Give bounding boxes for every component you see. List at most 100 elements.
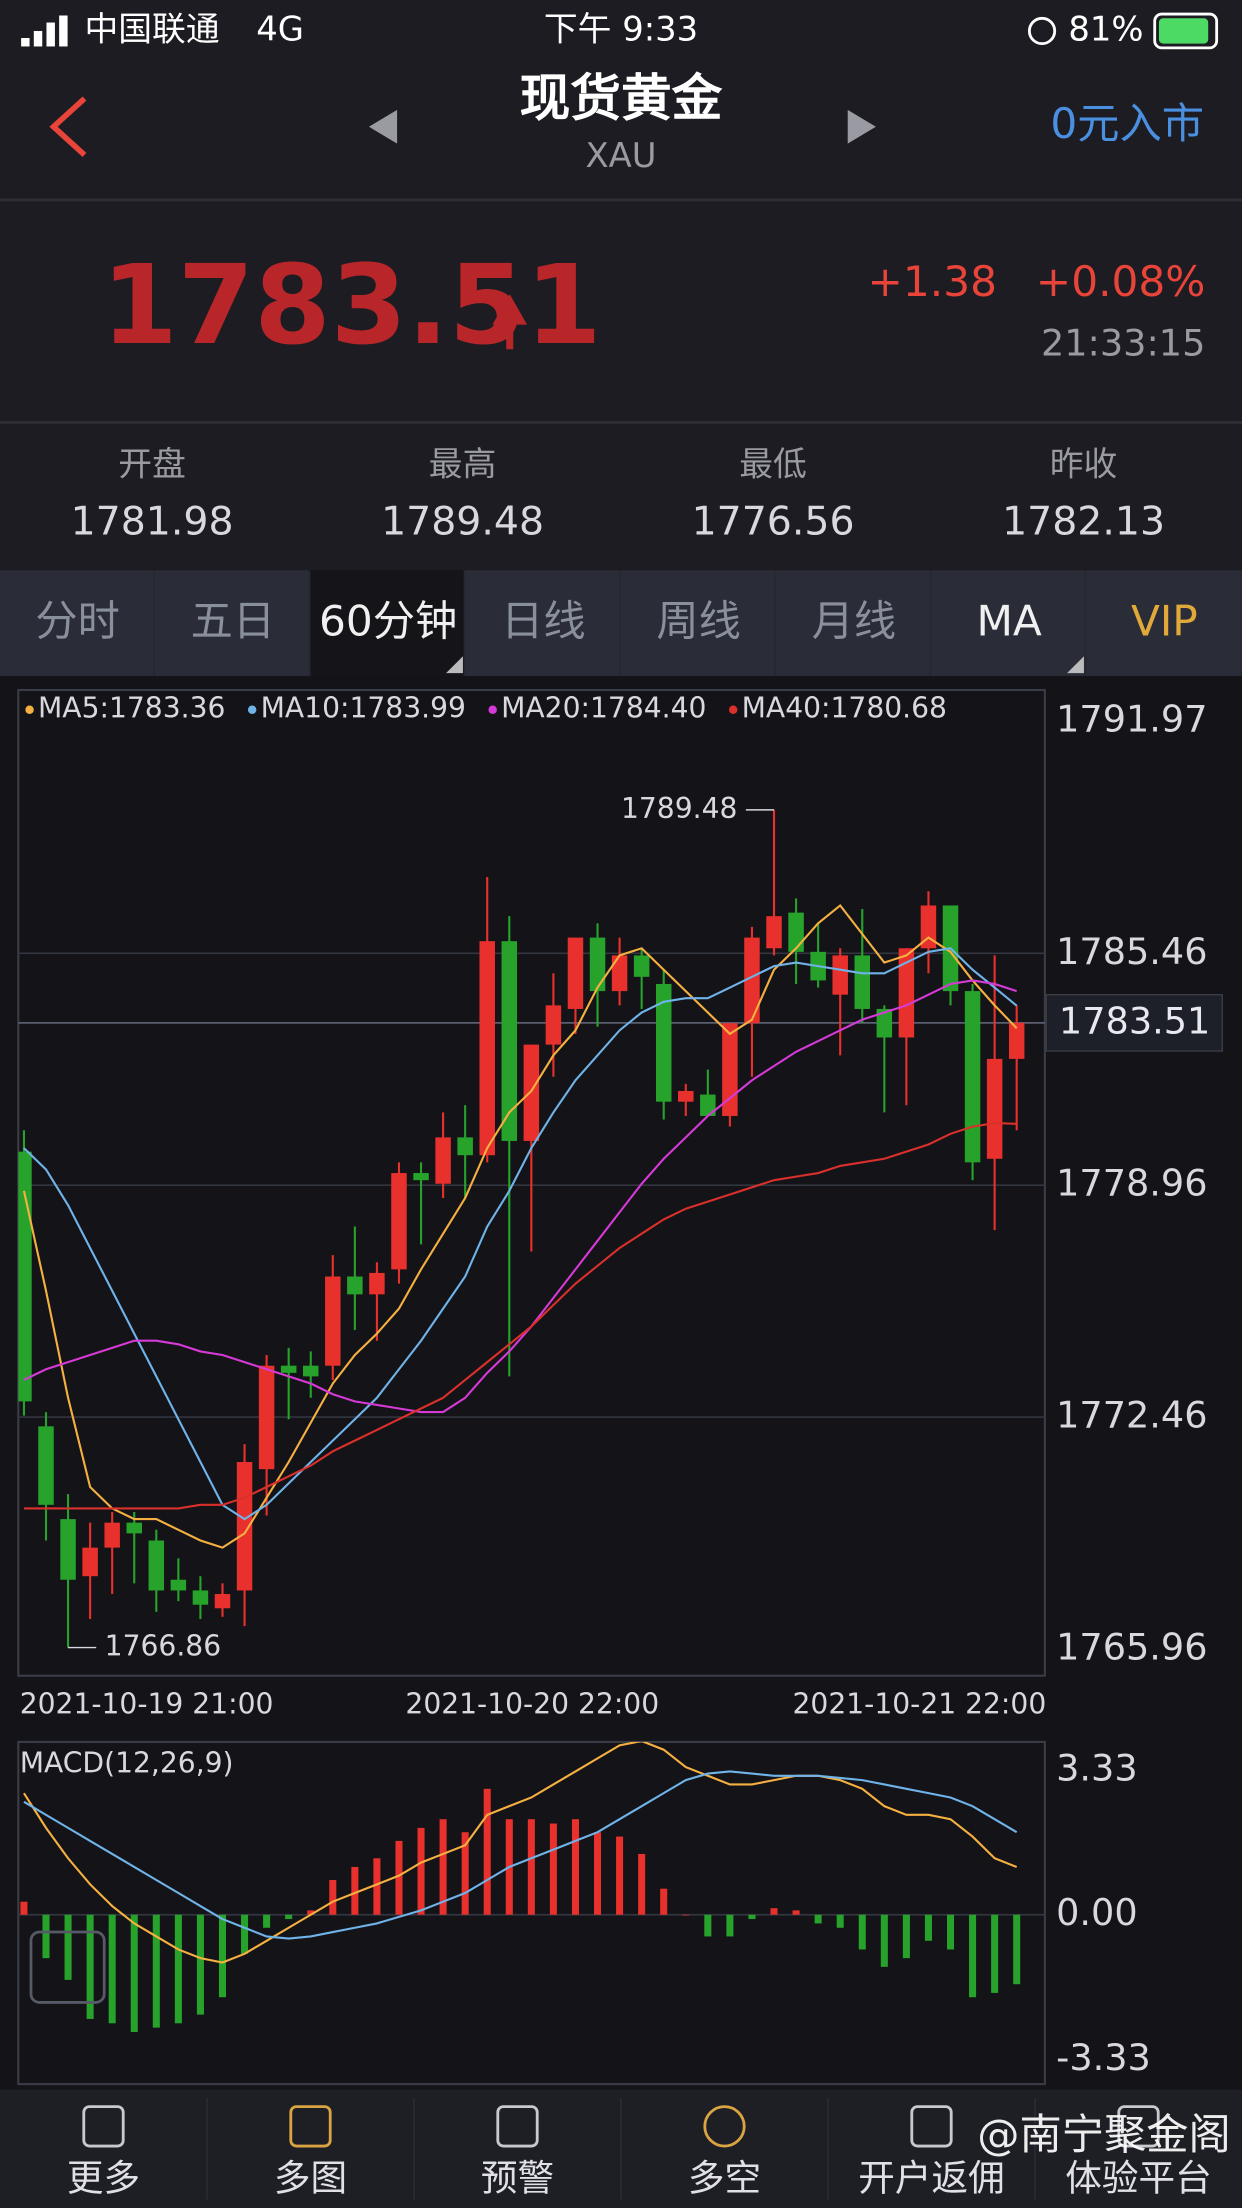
y-tick-label: 0.00 xyxy=(1056,1891,1138,1934)
y-tick-label: 1785.46 xyxy=(1056,930,1207,973)
tab-corner xyxy=(1067,656,1084,674)
legend-label: MA10:1783.99 xyxy=(261,692,466,725)
macd-bar xyxy=(461,1832,469,1915)
macd-bar xyxy=(373,1858,381,1915)
x-label: 2021-10-19 21:00 xyxy=(20,1687,274,1720)
macd-bar xyxy=(86,1914,94,2019)
y-tick-label: 3.33 xyxy=(1056,1747,1138,1790)
tab-label[interactable]: 月线 xyxy=(812,596,896,645)
candle-body xyxy=(38,1426,54,1505)
carrier: 中国联通 xyxy=(84,9,219,48)
candle-body xyxy=(391,1173,407,1270)
nav-icon[interactable] xyxy=(703,2105,746,2148)
up-arrow xyxy=(492,294,528,350)
tab-label[interactable]: 60分钟 xyxy=(319,596,457,645)
tab-label[interactable]: MA xyxy=(976,596,1041,645)
macd-bar xyxy=(682,1914,690,1916)
candle-body xyxy=(898,948,915,1038)
y-tick-label: 1791.97 xyxy=(1056,698,1207,741)
battery-level: 81% xyxy=(1068,9,1143,48)
tab[interactable] xyxy=(1086,570,1240,676)
macd-bar xyxy=(395,1840,403,1915)
battery-icon xyxy=(1153,12,1219,50)
candle-body xyxy=(523,1044,540,1141)
back-button[interactable] xyxy=(49,96,87,157)
signal-icon xyxy=(21,15,68,47)
stat-value: 1781.98 xyxy=(71,498,234,544)
tab-label[interactable]: 分时 xyxy=(35,596,119,645)
nav-label[interactable]: 多空 xyxy=(688,2156,761,2199)
nav-label[interactable]: 预警 xyxy=(481,2156,554,2199)
tab[interactable] xyxy=(776,570,930,676)
price: 1783.51 xyxy=(101,241,601,369)
macd-bar xyxy=(329,1879,337,1915)
candle-body xyxy=(435,1137,451,1184)
y-tick-label: 1765.96 xyxy=(1056,1625,1207,1668)
macd-bar xyxy=(527,1819,535,1915)
candle-body xyxy=(788,912,804,952)
candle-body xyxy=(369,1272,385,1295)
candle-body xyxy=(302,1365,319,1377)
nav-label[interactable]: 多图 xyxy=(274,2156,347,2199)
macd-bar xyxy=(483,1788,491,1915)
macd-bar xyxy=(439,1819,447,1915)
nav-icon[interactable] xyxy=(496,2105,539,2148)
macd-bar xyxy=(748,1914,756,1920)
candle-body xyxy=(258,1365,275,1470)
candle-body xyxy=(545,1005,562,1045)
y-tick-label: -3.33 xyxy=(1056,2036,1151,2079)
candle-body xyxy=(82,1547,98,1577)
tab[interactable] xyxy=(621,570,775,676)
macd-bar xyxy=(858,1914,866,1950)
tab[interactable] xyxy=(465,570,619,676)
macd-frame xyxy=(17,1740,1046,2086)
stat-label: 最高 xyxy=(429,445,497,484)
price-plot xyxy=(18,809,1025,1648)
macd-bar xyxy=(616,1836,624,1915)
tab[interactable] xyxy=(310,570,464,676)
clock: 下午 9:33 xyxy=(544,9,698,48)
nav-label[interactable]: 开户返佣 xyxy=(858,2156,1004,2199)
nav-label[interactable]: 体验平台 xyxy=(1065,2156,1211,2199)
macd-bar xyxy=(174,1914,182,2024)
next-button[interactable] xyxy=(847,109,876,144)
y-tick-label: 1772.46 xyxy=(1056,1394,1207,1437)
stat-value: 1776.56 xyxy=(692,498,855,544)
tab[interactable] xyxy=(155,570,309,676)
macd-bar xyxy=(20,1901,28,1915)
nav-icon[interactable] xyxy=(289,2105,332,2148)
macd-bar xyxy=(64,1914,72,1980)
tab[interactable] xyxy=(931,570,1085,676)
fullscreen-button[interactable] xyxy=(29,1930,106,2004)
battery-fill xyxy=(1158,18,1209,44)
legend-label: MA5:1783.36 xyxy=(38,692,225,725)
macd-bar xyxy=(814,1914,822,1924)
stat-label: 昨收 xyxy=(1050,445,1118,484)
macd-bar xyxy=(880,1914,888,1967)
title: 现货黄金 xyxy=(520,68,723,127)
candle-body xyxy=(501,941,518,1141)
tab-label[interactable]: VIP xyxy=(1131,596,1198,645)
legend-dot xyxy=(25,705,34,714)
macd-bar xyxy=(263,1914,271,1928)
tab-label[interactable]: 日线 xyxy=(501,596,585,645)
nav-icon[interactable] xyxy=(82,2105,125,2148)
prev-button[interactable] xyxy=(368,109,398,144)
tab-label[interactable]: 周线 xyxy=(656,596,740,645)
tab[interactable] xyxy=(0,570,154,676)
stat-label: 最低 xyxy=(739,445,807,484)
candle-body xyxy=(236,1462,253,1591)
high-label: 1789.48 xyxy=(621,792,737,825)
nav-icon[interactable] xyxy=(910,2105,953,2148)
nav-label[interactable]: 更多 xyxy=(67,2156,140,2199)
nav-icon[interactable] xyxy=(1117,2105,1160,2148)
macd-bar xyxy=(924,1914,932,1941)
change-percent: +0.08% xyxy=(1036,257,1206,306)
tab-label[interactable]: 五日 xyxy=(191,596,275,645)
candle-body xyxy=(655,983,672,1102)
stat-value: 1782.13 xyxy=(1002,498,1165,544)
action-link[interactable]: 0元入市 xyxy=(1050,99,1204,148)
macd-bar xyxy=(726,1914,734,1937)
macd-bar xyxy=(594,1832,602,1915)
